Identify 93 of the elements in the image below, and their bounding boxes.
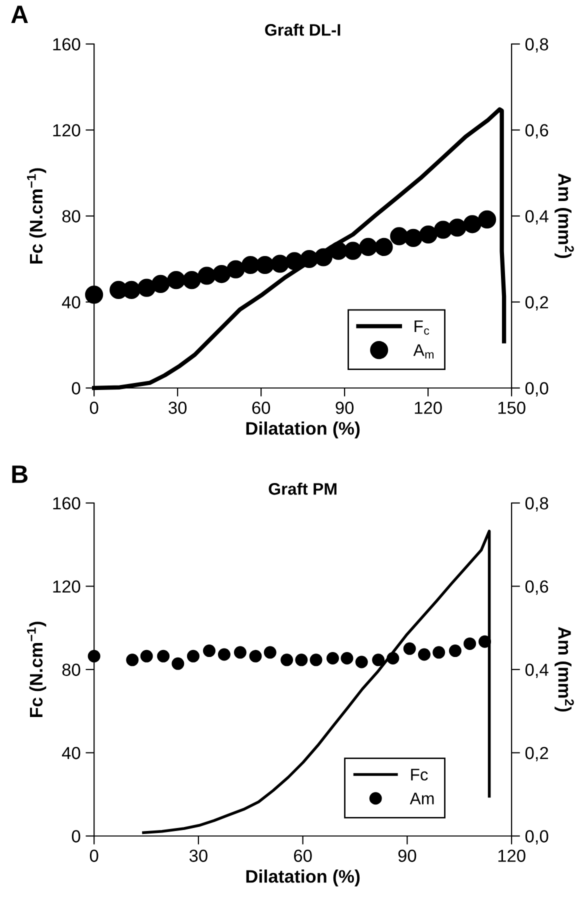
x-tick-label: 90 (398, 850, 416, 862)
point (182, 271, 201, 290)
point (448, 644, 462, 658)
x-tick-label: 120 (498, 850, 526, 862)
point (403, 642, 416, 655)
y-tick-label: 120 (53, 124, 80, 136)
y2-tick-label: 0,2 (525, 746, 548, 762)
point (404, 228, 422, 247)
text: A (11, 6, 28, 23)
y2-tick-label: 0,8 (525, 38, 548, 53)
point (295, 654, 308, 666)
y-axis-title: Fc (N.cm$^{−1}$) (27, 168, 46, 264)
x-axis-title: Dilatation (%) (246, 422, 360, 438)
x-axis-title: Dilatation (%) (246, 870, 360, 886)
point (234, 646, 246, 659)
point (264, 646, 276, 659)
point (326, 652, 339, 665)
chart-title: Graft PM (268, 482, 336, 495)
point (478, 210, 496, 228)
y-axis-title: Fc (N.cm$^{−1}$) (27, 622, 46, 717)
y-tick-label: 0 (72, 830, 80, 842)
y2-tick-label: 0,2 (525, 296, 548, 311)
point (463, 215, 482, 234)
y-tick-label: 160 (53, 38, 80, 50)
point (374, 238, 393, 256)
point (464, 637, 476, 650)
legend-label: A$_{m}$ (413, 344, 434, 358)
point (167, 271, 186, 290)
point (249, 650, 262, 662)
x-tick-label: 0 (90, 402, 98, 414)
point (218, 648, 230, 661)
y2-tick-label: 0,4 (525, 210, 548, 225)
x-tick-label: 0 (90, 850, 98, 862)
point (314, 248, 332, 266)
y2-tick-label: 0,8 (525, 497, 548, 512)
y-tick-label: 0 (72, 382, 80, 394)
point (172, 657, 184, 670)
point (344, 242, 362, 260)
y-tick-label: 120 (53, 580, 80, 593)
point (280, 654, 294, 666)
point (478, 635, 492, 648)
point (126, 654, 139, 666)
point (386, 652, 400, 665)
point (186, 650, 200, 662)
x-tick-label: 90 (336, 402, 354, 414)
point (340, 652, 354, 665)
y-tick-label: 80 (62, 210, 80, 222)
y2-tick-label: 0,0 (525, 830, 548, 845)
x-tick-label: 150 (498, 402, 526, 414)
point (372, 654, 385, 666)
y-tick-label: 160 (53, 497, 80, 510)
point (256, 256, 274, 274)
chart-title: Graft DL-I (265, 24, 340, 36)
point (140, 650, 153, 662)
point (226, 260, 245, 278)
point (310, 654, 322, 666)
point (241, 256, 260, 274)
y2-axis-title: Am (mm$^{2}$) (554, 173, 574, 258)
point (270, 254, 290, 273)
legend-label: F$_{c}$ (414, 320, 430, 335)
point (157, 650, 170, 662)
line-series (142, 530, 491, 834)
y2-tick-label: 0,4 (525, 664, 548, 678)
y2-axis-title: Am (mm$^{2}$) (554, 626, 574, 712)
point (418, 648, 430, 661)
y2-tick-label: 0,6 (525, 580, 548, 595)
x-tick-label: 60 (252, 402, 270, 414)
point (212, 265, 231, 284)
y-tick-label: 80 (62, 664, 80, 676)
x-tick-label: 60 (294, 850, 312, 862)
point (285, 252, 304, 270)
x-tick-label: 120 (414, 402, 442, 414)
point (152, 274, 170, 293)
point (88, 650, 100, 662)
point (355, 656, 368, 668)
y2-tick-label: 0,0 (525, 382, 548, 397)
point (85, 286, 104, 304)
text: B (12, 466, 28, 483)
point (359, 238, 378, 256)
point (432, 646, 446, 659)
x-tick-label: 30 (168, 402, 187, 414)
point (419, 225, 438, 244)
y-tick-label: 40 (62, 746, 80, 760)
legend-label: Am (410, 792, 434, 804)
point (448, 218, 466, 237)
point (198, 266, 216, 285)
point (329, 242, 348, 260)
y-tick-label: 40 (62, 296, 80, 308)
point (202, 644, 216, 658)
y2-tick-label: 0,6 (525, 124, 548, 139)
x-tick-label: 30 (189, 850, 208, 862)
point (138, 278, 156, 297)
legend-label: Fc (411, 768, 428, 781)
